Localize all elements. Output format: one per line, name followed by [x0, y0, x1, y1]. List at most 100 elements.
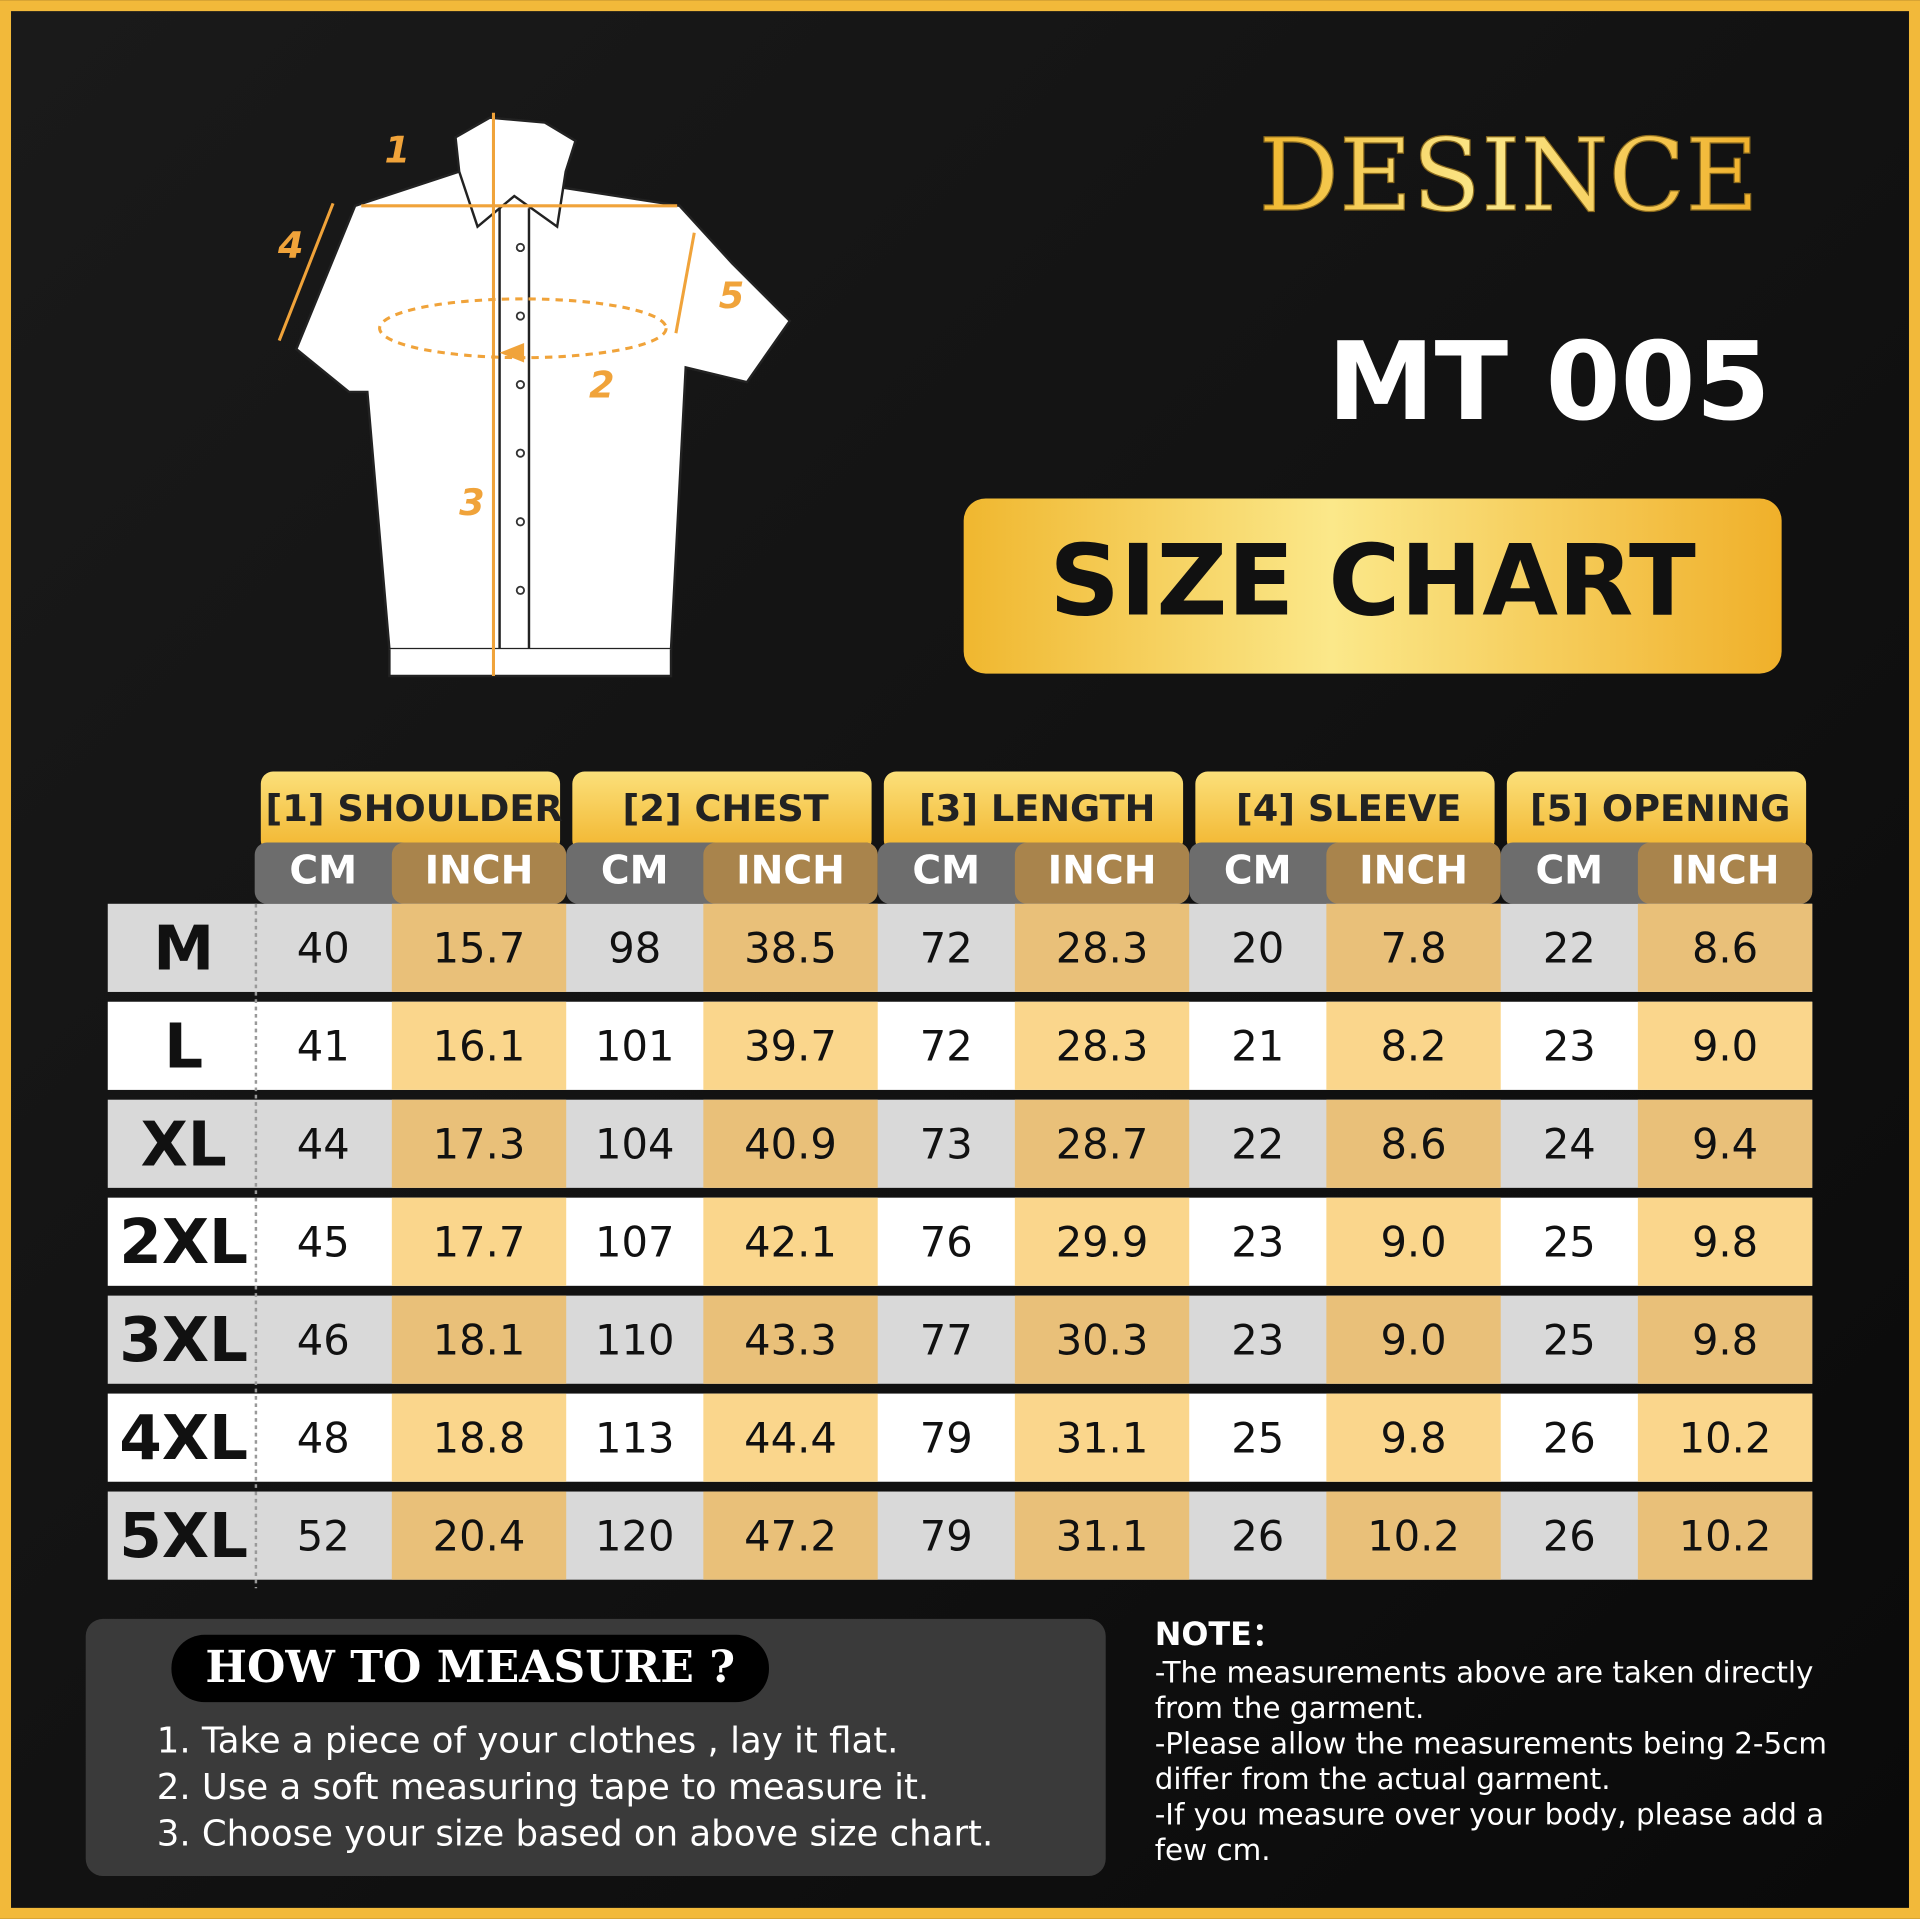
- cell-value: 10.2: [1679, 1511, 1772, 1560]
- inch-cell-bg: [1326, 1295, 1501, 1384]
- diagram-label: 1: [384, 128, 410, 171]
- size-label: M: [153, 913, 214, 984]
- size-label: XL: [141, 1109, 227, 1180]
- cell-value: 113: [595, 1413, 674, 1462]
- cell-value: 29.9: [1056, 1217, 1149, 1266]
- unit-label: INCH: [425, 849, 534, 894]
- inch-cell-bg: [1014, 1197, 1190, 1286]
- inch-cell-bg: [1637, 1491, 1813, 1580]
- cell-value: 79: [920, 1511, 973, 1560]
- cell-value: 25: [1543, 1315, 1596, 1364]
- unit-label: CM: [912, 849, 980, 894]
- group-header: [4] SLEEVE: [1236, 787, 1461, 830]
- cell-value: 39.7: [744, 1022, 837, 1071]
- diagram-label: 3: [459, 481, 485, 524]
- inch-cell-bg: [1326, 903, 1501, 992]
- cell-value: 42.1: [744, 1217, 837, 1266]
- note-line: -Please allow the measurements being 2-5…: [1155, 1727, 1827, 1761]
- cell-value: 40.9: [744, 1119, 837, 1168]
- unit-inch-bg: [391, 842, 567, 904]
- cell-value: 10.2: [1367, 1511, 1460, 1560]
- inch-cell-bg: [703, 1099, 878, 1188]
- cell-value: 77: [920, 1315, 973, 1364]
- inch-cell-bg: [1637, 1099, 1813, 1188]
- inch-cell-bg: [391, 1393, 567, 1482]
- cell-value: 28.7: [1056, 1119, 1149, 1168]
- inch-cell-bg: [703, 1393, 878, 1482]
- cell-value: 43.3: [744, 1315, 837, 1364]
- inch-cell-bg: [391, 903, 567, 992]
- model-code: MT 005: [1327, 320, 1770, 445]
- cell-value: 104: [595, 1119, 674, 1168]
- note-line: -If you measure over your body, please a…: [1155, 1798, 1825, 1832]
- cell-value: 25: [1543, 1217, 1596, 1266]
- cell-value: 25: [1231, 1413, 1284, 1462]
- cell-value: 26: [1543, 1413, 1596, 1462]
- inch-cell-bg: [1637, 1001, 1813, 1090]
- cell-value: 23: [1231, 1217, 1284, 1266]
- cell-value: 31.1: [1056, 1511, 1149, 1560]
- cell-value: 24: [1543, 1119, 1596, 1168]
- note-line: -The measurements above are taken direct…: [1155, 1655, 1814, 1689]
- cell-value: 10.2: [1679, 1413, 1772, 1462]
- brand-logo: DESINCE: [1259, 117, 1759, 234]
- inch-cell-bg: [1637, 1295, 1813, 1384]
- inch-cell-bg: [1014, 903, 1190, 992]
- unit-label: CM: [289, 849, 357, 894]
- cell-value: 20.4: [433, 1511, 526, 1560]
- inch-cell-bg: [703, 1001, 878, 1090]
- note-title: NOTE：: [1155, 1615, 1284, 1653]
- cell-value: 46: [297, 1315, 350, 1364]
- cell-value: 44.4: [744, 1413, 837, 1462]
- unit-label: INCH: [1671, 849, 1780, 894]
- cell-value: 8.2: [1380, 1022, 1446, 1071]
- cell-value: 20: [1231, 924, 1284, 973]
- cell-value: 72: [920, 924, 973, 973]
- inch-cell-bg: [1637, 903, 1813, 992]
- cell-value: 48: [297, 1413, 350, 1462]
- cell-value: 23: [1231, 1315, 1284, 1364]
- cell-value: 47.2: [744, 1511, 837, 1560]
- cell-value: 40: [297, 924, 350, 973]
- cell-value: 17.3: [433, 1119, 526, 1168]
- inch-cell-bg: [1014, 1001, 1190, 1090]
- cell-value: 22: [1231, 1119, 1284, 1168]
- diagram-label: 2: [589, 364, 615, 407]
- cell-value: 120: [595, 1511, 674, 1560]
- cell-value: 7.8: [1380, 924, 1446, 973]
- inch-cell-bg: [703, 1295, 878, 1384]
- inch-cell-bg: [1014, 1099, 1190, 1188]
- cell-value: 9.0: [1380, 1217, 1446, 1266]
- unit-label: INCH: [1048, 849, 1157, 894]
- cell-value: 98: [608, 924, 661, 973]
- inch-cell-bg: [1326, 1099, 1501, 1188]
- size-table: [1] SHOULDER CM INCH [2] CHEST CM INCH [3] LEN…: [107, 771, 1813, 1589]
- inch-cell-bg: [1326, 1491, 1501, 1580]
- inch-cell-bg: [703, 1491, 878, 1580]
- cell-value: 9.8: [1380, 1413, 1446, 1462]
- unit-label: CM: [1535, 849, 1603, 894]
- how-to-step: 1. Take a piece of your clothes , lay it…: [157, 1721, 899, 1762]
- size-label: 3XL: [119, 1305, 248, 1376]
- cell-value: 110: [595, 1315, 674, 1364]
- unit-inch-bg: [1326, 842, 1501, 904]
- inch-cell-bg: [1326, 1393, 1501, 1482]
- cell-value: 22: [1543, 924, 1596, 973]
- unit-inch-bg: [1637, 842, 1813, 904]
- cell-value: 30.3: [1056, 1315, 1149, 1364]
- unit-label: CM: [1224, 849, 1292, 894]
- group-tab: [572, 771, 872, 853]
- cell-value: 73: [920, 1119, 973, 1168]
- group-tab: [1195, 771, 1495, 853]
- cell-value: 18.8: [433, 1413, 526, 1462]
- cell-value: 44: [297, 1119, 350, 1168]
- cell-value: 21: [1231, 1022, 1284, 1071]
- cell-value: 45: [297, 1217, 350, 1266]
- inch-cell-bg: [391, 1197, 567, 1286]
- inch-cell-bg: [391, 1491, 567, 1580]
- inch-cell-bg: [1014, 1491, 1190, 1580]
- cell-value: 9.4: [1692, 1119, 1758, 1168]
- size-label: 2XL: [119, 1207, 248, 1278]
